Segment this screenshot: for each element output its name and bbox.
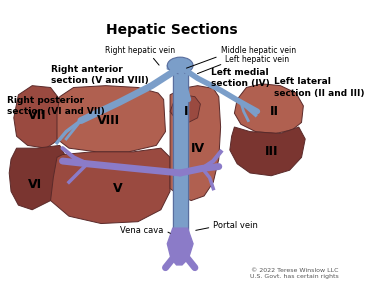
Text: © 2022 Terese Winslow LLC
U.S. Govt. has certain rights: © 2022 Terese Winslow LLC U.S. Govt. has… — [249, 268, 338, 279]
Polygon shape — [167, 228, 193, 265]
Text: Right anterior
section (V and VIII): Right anterior section (V and VIII) — [51, 64, 148, 85]
Text: Right posterior
section (VI and VII): Right posterior section (VI and VII) — [8, 96, 105, 116]
Text: Right hepatic vein: Right hepatic vein — [105, 46, 175, 55]
Polygon shape — [230, 127, 305, 176]
Text: Portal vein: Portal vein — [213, 221, 258, 230]
Polygon shape — [9, 146, 66, 210]
Polygon shape — [170, 95, 200, 122]
Text: V: V — [113, 182, 123, 195]
Text: Left lateral
section (II and III): Left lateral section (II and III) — [274, 77, 364, 98]
Text: Middle hepatic vein: Middle hepatic vein — [220, 46, 296, 55]
Text: Vena cava: Vena cava — [120, 226, 164, 236]
Ellipse shape — [167, 57, 193, 74]
Polygon shape — [57, 86, 165, 152]
Text: Left hepatic vein: Left hepatic vein — [225, 56, 290, 64]
Text: III: III — [264, 145, 278, 158]
Text: II: II — [270, 105, 279, 118]
Polygon shape — [170, 86, 220, 201]
Text: Hepatic Sections: Hepatic Sections — [106, 23, 238, 37]
Polygon shape — [167, 58, 191, 69]
Polygon shape — [51, 148, 170, 224]
Text: I: I — [183, 105, 188, 118]
Text: IV: IV — [190, 142, 205, 155]
Text: Left medial
section (IV): Left medial section (IV) — [211, 68, 270, 88]
Text: VII: VII — [27, 109, 46, 122]
Polygon shape — [234, 84, 303, 134]
Polygon shape — [173, 69, 188, 242]
Text: VIII: VIII — [97, 114, 120, 127]
Text: VI: VI — [28, 178, 42, 191]
Polygon shape — [14, 86, 63, 148]
